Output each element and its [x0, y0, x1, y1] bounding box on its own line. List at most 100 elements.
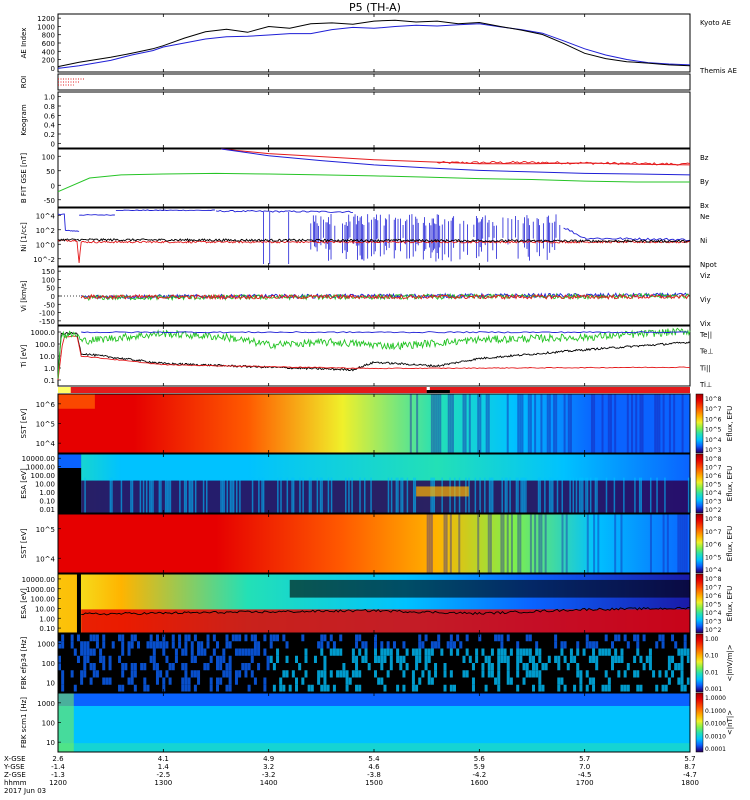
legend-label: Ti|| — [699, 364, 711, 372]
fbk-e-cell — [377, 677, 381, 685]
fbk-e-cell — [636, 684, 640, 692]
fbk-e-cell — [92, 648, 96, 656]
fbk-e-cell — [525, 663, 529, 671]
esa-i-stripe — [166, 477, 168, 513]
sst-i-stripe — [641, 394, 644, 453]
fbk-e-cell — [503, 648, 507, 656]
esa_e-ylabel: ESA [eV] — [20, 588, 28, 619]
plot-title: P5 (TH-A) — [349, 1, 401, 14]
esa-i-stripe — [239, 477, 241, 513]
esa-i-stripe — [221, 477, 224, 513]
ti-ti-par-line — [57, 327, 691, 379]
fbk-e-cell — [497, 684, 501, 692]
esa-i-stripe — [488, 477, 491, 513]
orbit-row-label: Z-GSE — [4, 771, 26, 779]
fbk-e-cell — [465, 670, 469, 678]
fbk-e-cell — [642, 663, 646, 671]
fbk-e-cell — [434, 641, 438, 649]
fbk-b-top — [58, 693, 690, 706]
sst-e-stripe — [443, 514, 446, 573]
fbk-e-cell — [342, 663, 346, 671]
y-tick-label: 1.0 — [44, 94, 55, 102]
y-tick-label: 1.00 — [39, 489, 55, 497]
colorbar-tick-label: 10^5 — [705, 602, 722, 609]
esa-i-stripe — [262, 477, 265, 513]
fbk-e-cell — [285, 655, 289, 663]
sst-e-stripe — [477, 514, 480, 573]
y-tick-label: 100.0 — [35, 341, 55, 349]
esa-i-stripe — [504, 477, 507, 513]
fbk-e-cell — [592, 655, 596, 663]
fbk-e-cell — [86, 641, 90, 649]
fbk-e-cell — [212, 634, 216, 642]
fbk-e-cell — [329, 648, 333, 656]
esa-i-stripe — [168, 477, 170, 513]
fbk-e-cell — [336, 670, 340, 678]
ni-npot-line — [563, 227, 691, 242]
esa_i-colorbar — [695, 453, 704, 514]
fbk-e-cell — [648, 663, 652, 671]
fbk-e-cell — [209, 684, 213, 692]
esa-i-stripe — [575, 477, 578, 513]
esa-i-stripe — [400, 477, 402, 513]
fbk-e-cell — [276, 655, 280, 663]
fbk-e-cell — [295, 655, 298, 663]
fbk-e-cell — [490, 670, 494, 678]
fbk-e-cell — [617, 634, 621, 642]
sst-e-stripe — [681, 514, 684, 573]
esa-i-stripe — [506, 477, 508, 513]
fbk-e-cell — [83, 655, 87, 663]
fbk-e-cell — [76, 634, 80, 642]
sst-e-stripe — [430, 514, 433, 573]
fbk-e-cell — [253, 641, 257, 649]
sst-i-stripe — [668, 394, 671, 453]
sst-i-stripe — [546, 394, 549, 453]
fbk-e-cell — [181, 648, 185, 656]
fbk-e-cell — [374, 648, 377, 656]
esa-i-stripe — [330, 477, 333, 513]
y-tick-label: 0.8 — [44, 103, 55, 111]
fbk-e-cell — [269, 655, 273, 663]
fbk-e-cell — [140, 663, 144, 671]
fbk-e-cell — [317, 670, 321, 678]
fbk-e-cell — [437, 634, 441, 642]
keo-ylabel: Keogram — [20, 104, 28, 135]
esa-e-gap — [76, 574, 81, 633]
fbk-e-cell — [528, 670, 532, 678]
y-tick-label: 1000 — [37, 641, 55, 649]
fbk-e-cell — [456, 634, 460, 642]
y-tick-label: 10.00 — [35, 605, 55, 613]
y-tick-label: 10^-2 — [33, 256, 55, 264]
fbk-e-cell — [525, 648, 529, 656]
fbk-e-cell — [95, 670, 99, 678]
esa-i-stripe — [261, 477, 263, 513]
fbk-e-cell — [95, 641, 99, 649]
fbk_e-ylabel: FBK efp34 [Hz] — [20, 637, 28, 690]
fbk-e-cell — [481, 648, 485, 656]
y-tick-label: 800 — [42, 32, 55, 40]
legend-label: Te|| — [699, 331, 712, 339]
fbk-e-cell — [61, 641, 65, 649]
fbk-e-cell — [538, 684, 542, 692]
fbk-e-cell — [247, 684, 251, 692]
sst_i-spectrogram — [58, 394, 690, 453]
esa-i-stripe — [226, 477, 229, 513]
fbk-e-cell — [83, 641, 87, 649]
y-tick-label: 0 — [51, 182, 55, 190]
orbit-value: -4.2 — [472, 771, 486, 779]
fbk-e-cell — [453, 684, 456, 692]
fbk-e-cell — [453, 641, 456, 649]
fbk-e-cell — [374, 641, 377, 649]
mode-bar-segment — [58, 387, 71, 393]
colorbar-tick-label: 0.10 — [705, 653, 719, 660]
fbk-e-cell — [288, 684, 292, 692]
colorbar-tick-label: 10^6 — [705, 593, 722, 600]
orbit-value: 4.9 — [263, 755, 274, 763]
fbk-e-cell — [152, 641, 156, 649]
fbk-e-cell — [623, 634, 627, 642]
fbk-e-cell — [588, 655, 592, 663]
fbk-e-cell — [358, 670, 362, 678]
fbk-e-cell — [443, 670, 447, 678]
fbk-e-cell — [80, 670, 84, 678]
